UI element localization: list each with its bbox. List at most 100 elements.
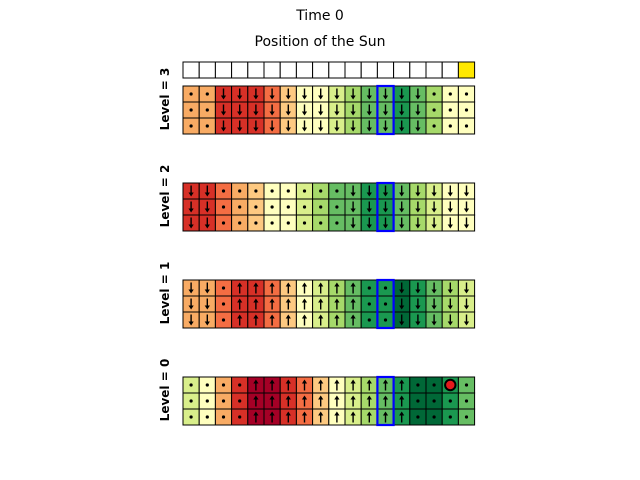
arrow-down-icon [350, 208, 356, 213]
arrow-up-icon [269, 411, 275, 416]
dot-marker [464, 383, 469, 387]
sun-cell [360, 61, 378, 79]
arrow-down-icon [382, 208, 389, 213]
arrow-down-icon [382, 192, 389, 197]
dot-marker [432, 415, 436, 419]
arrow-up-icon [382, 379, 389, 384]
dot-marker [205, 383, 209, 387]
arrow-up-icon [301, 298, 308, 303]
arrow-down-icon [415, 127, 421, 132]
dot-marker [464, 124, 469, 128]
arrow-down-icon [447, 321, 453, 326]
arrow-down-icon [188, 289, 194, 294]
dot-marker [464, 108, 469, 112]
dot-marker [383, 286, 388, 290]
sun-cell [425, 61, 443, 79]
arrow-down-icon [399, 289, 405, 294]
arrow-down-icon [220, 111, 227, 116]
dot-marker [302, 189, 307, 193]
arrow-down-icon [285, 127, 291, 132]
dot-marker [189, 92, 193, 96]
dot-marker [335, 189, 339, 193]
arrow-down-icon [269, 95, 275, 100]
dot-marker [464, 92, 469, 96]
arrow-down-icon [415, 305, 421, 310]
arrow-up-icon [399, 411, 405, 416]
dot-marker [205, 92, 209, 96]
arrow-down-icon [334, 111, 340, 116]
arrow-up-icon [366, 411, 372, 416]
arrow-down-icon [463, 192, 470, 197]
sun-cell [231, 61, 249, 79]
arrow-down-icon [188, 305, 194, 310]
dot-marker [432, 92, 436, 96]
arrow-down-icon [382, 95, 389, 100]
sun-cell [295, 61, 314, 79]
arrow-down-icon [399, 321, 405, 326]
arrow-down-icon [253, 95, 259, 100]
arrow-down-icon [220, 127, 227, 132]
arrow-down-icon [318, 95, 324, 100]
arrow-up-icon [399, 379, 405, 384]
arrow-up-icon [334, 411, 340, 416]
sun-cell [344, 61, 362, 79]
dot-marker [286, 221, 290, 225]
arrow-down-icon [350, 192, 356, 197]
arrow-up-icon [237, 314, 243, 319]
arrow-up-icon [350, 411, 356, 416]
dot-marker [383, 302, 388, 306]
dot-marker [319, 205, 323, 209]
arrow-up-icon [285, 298, 291, 303]
arrow-down-icon [431, 224, 437, 229]
arrow-down-icon [431, 305, 437, 310]
dot-marker [270, 221, 274, 225]
highlight-column-box [376, 278, 395, 330]
dot-marker [464, 415, 469, 419]
arrow-down-icon [366, 95, 372, 100]
arrow-down-icon [399, 208, 405, 213]
sun-cell [198, 61, 216, 79]
arrow-down-icon [188, 224, 194, 229]
arrow-up-icon [285, 395, 291, 400]
sun-cell [393, 61, 411, 79]
arrow-up-icon [318, 298, 324, 303]
arrow-down-icon [399, 127, 405, 132]
dot-marker [432, 383, 436, 387]
arrow-down-icon [350, 224, 356, 229]
arrow-down-icon [463, 289, 470, 294]
dot-marker [189, 415, 193, 419]
agent-marker [444, 378, 457, 392]
dot-marker [189, 124, 193, 128]
arrow-up-icon [301, 314, 308, 319]
arrow-down-icon [188, 208, 194, 213]
dot-marker [205, 124, 209, 128]
arrow-up-icon [253, 395, 259, 400]
arrow-down-icon [253, 127, 259, 132]
arrow-down-icon [415, 111, 421, 116]
arrow-up-icon [301, 411, 308, 416]
arrow-down-icon [269, 127, 275, 132]
arrow-down-icon [204, 305, 210, 310]
dot-marker [205, 399, 209, 403]
dot-marker [367, 318, 371, 322]
dot-marker [367, 286, 371, 290]
arrow-down-icon [318, 111, 324, 116]
dot-marker [432, 399, 436, 403]
arrow-down-icon [463, 305, 470, 310]
arrow-down-icon [204, 208, 210, 213]
dot-marker [319, 221, 323, 225]
arrow-up-icon [301, 395, 308, 400]
dot-marker [448, 415, 452, 419]
highlight-column-box [376, 181, 395, 233]
arrow-up-icon [334, 379, 340, 384]
arrow-up-icon [318, 379, 324, 384]
dot-marker [221, 189, 226, 193]
arrow-up-icon [253, 411, 259, 416]
arrow-down-icon [366, 127, 372, 132]
arrow-down-icon [431, 289, 437, 294]
dot-marker [416, 399, 420, 403]
arrow-up-icon [334, 314, 340, 319]
dot-marker [221, 383, 226, 387]
sun-cell [247, 61, 265, 79]
dot-marker [286, 205, 290, 209]
